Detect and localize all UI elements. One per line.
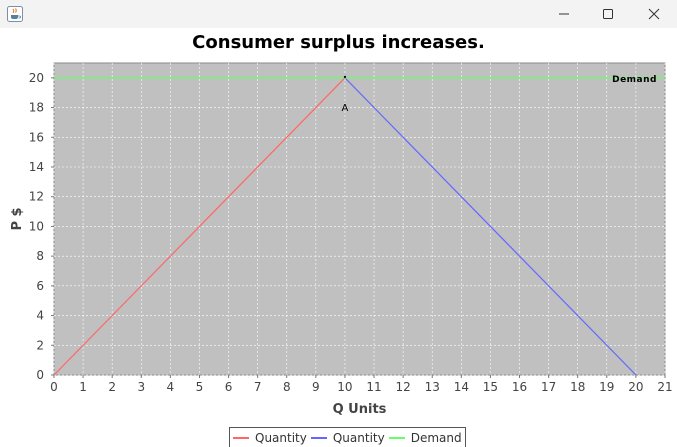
maximize-button[interactable] xyxy=(585,0,631,28)
legend-swatch xyxy=(388,436,405,439)
x-tick-label: 15 xyxy=(483,380,498,394)
x-axis-label: Q Units xyxy=(333,402,387,417)
legend-swatch xyxy=(310,436,327,439)
chart-title: Consumer surplus increases. xyxy=(192,32,485,53)
legend-item: Quantity xyxy=(310,430,385,445)
x-tick-label: 7 xyxy=(254,380,262,394)
x-tick-label: 14 xyxy=(454,380,469,394)
series-line-quantity xyxy=(344,77,637,376)
x-tick-label: 17 xyxy=(541,380,556,394)
close-icon xyxy=(648,8,660,20)
minimize-button[interactable] xyxy=(541,0,587,28)
x-tick-label: 0 xyxy=(50,380,58,394)
x-tick-label: 4 xyxy=(167,380,175,394)
x-tick-label: 5 xyxy=(196,380,204,394)
y-tick-label: 20 xyxy=(29,71,44,85)
legend-item: Demand xyxy=(388,430,462,445)
x-tick-label: 9 xyxy=(312,380,320,394)
y-tick-label: 14 xyxy=(29,160,44,174)
chart-legend: Quantity Quantity Demand xyxy=(229,427,466,447)
y-tick-label: 6 xyxy=(36,279,44,293)
point-a-marker xyxy=(343,75,346,78)
series-line-quantity xyxy=(53,77,346,376)
legend-label: Quantity xyxy=(332,430,385,445)
x-tick-label: 21 xyxy=(657,380,672,394)
y-tick-label: 4 xyxy=(36,309,44,323)
y-tick-label: 2 xyxy=(36,338,44,352)
y-tick-label: 12 xyxy=(29,190,44,204)
y-tick-label: 16 xyxy=(29,130,44,144)
title-bar xyxy=(0,0,677,28)
x-tick-label: 16 xyxy=(512,380,527,394)
minimize-icon xyxy=(559,13,569,15)
x-tick-label: 3 xyxy=(137,380,145,394)
x-tick-label: 11 xyxy=(366,380,381,394)
y-tick-label: 8 xyxy=(36,249,44,263)
x-tick-label: 10 xyxy=(337,380,352,394)
maximize-icon xyxy=(603,9,613,19)
java-cup-icon[interactable] xyxy=(7,6,23,22)
x-tick-label: 2 xyxy=(108,380,116,394)
y-tick-label: 10 xyxy=(29,219,44,233)
y-axis-label: P $ xyxy=(10,207,25,230)
x-tick-label: 13 xyxy=(425,380,440,394)
legend-label: Quantity xyxy=(255,430,307,445)
y-tick-label: 0 xyxy=(36,368,44,382)
annotation-a: A xyxy=(342,103,349,114)
plot-area xyxy=(53,62,666,376)
x-tick-label: 12 xyxy=(396,380,411,394)
x-tick-label: 1 xyxy=(79,380,87,394)
x-tick-label: 20 xyxy=(628,380,643,394)
x-tick-label: 8 xyxy=(283,380,291,394)
x-tick-label: 18 xyxy=(570,380,585,394)
x-tick-label: 6 xyxy=(225,380,233,394)
annotation-demand: Demand xyxy=(612,75,657,85)
close-button[interactable] xyxy=(631,0,677,28)
y-tick-label: 18 xyxy=(29,101,44,115)
x-tick-label: 19 xyxy=(599,380,614,394)
legend-swatch xyxy=(233,436,249,439)
legend-item: Quantity xyxy=(233,431,307,445)
legend-label: Demand xyxy=(410,430,462,445)
